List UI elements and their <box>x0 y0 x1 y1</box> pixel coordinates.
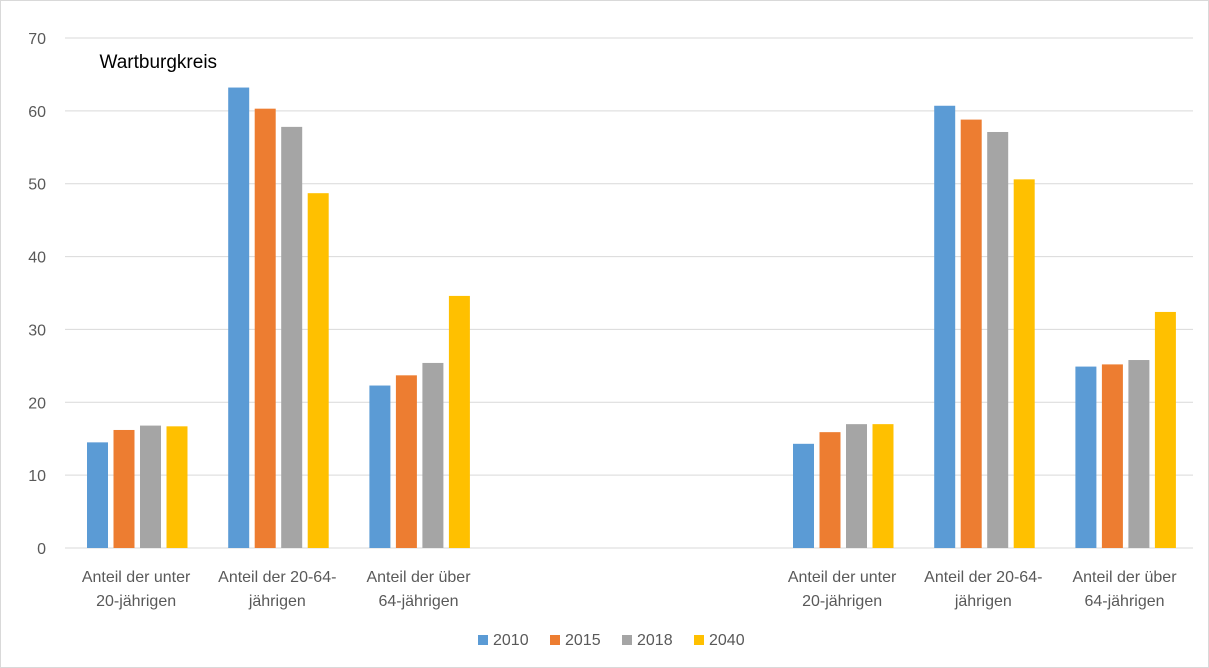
bar <box>395 375 417 548</box>
y-tick-label: 30 <box>28 322 46 339</box>
x-axis-labels: Anteil der unter 20-jährigen Anteil der 20… <box>82 569 1177 610</box>
legend-label: 2015 <box>565 632 601 649</box>
y-tick-label: 40 <box>28 250 46 267</box>
x-category-label: Anteil der 20-64- <box>218 569 336 586</box>
x-category-label: 64-jährigen <box>378 593 458 610</box>
region-labels: WartburgkreisEisenach <box>100 52 218 73</box>
bar <box>987 131 1009 548</box>
x-category-label: 64-jährigen <box>1084 593 1164 610</box>
legend: 2010 2015 2018 2040 <box>478 632 745 649</box>
legend-label: 2010 <box>493 632 529 649</box>
y-tick-label: 60 <box>28 104 46 121</box>
legend-label: 2040 <box>709 632 745 649</box>
bar <box>960 119 982 548</box>
region-label: Wartburgkreis <box>100 52 218 73</box>
x-category-label: Anteil der unter <box>788 569 897 586</box>
x-category-label: 20-jährigen <box>802 593 882 610</box>
y-tick-label: 10 <box>28 468 46 485</box>
bar <box>1075 366 1097 548</box>
x-category-label: jährigen <box>248 593 306 610</box>
y-tick-label: 20 <box>28 395 46 412</box>
bar <box>140 425 161 548</box>
bar <box>872 424 894 548</box>
bar <box>846 424 867 548</box>
bar <box>448 295 470 548</box>
y-tick-label: 50 <box>28 177 46 194</box>
bar <box>254 108 276 549</box>
bar <box>87 442 108 548</box>
bar <box>307 193 329 548</box>
legend-swatch <box>478 635 488 645</box>
bar <box>228 87 250 549</box>
x-category-label: Anteil der über <box>366 569 471 586</box>
x-category-label: Anteil der 20-64- <box>924 569 1042 586</box>
bar <box>934 105 956 548</box>
bar <box>113 429 135 548</box>
bar <box>1013 179 1035 549</box>
bar <box>422 362 444 548</box>
bar <box>1154 311 1176 548</box>
bar <box>793 443 814 548</box>
legend-swatch <box>694 635 704 645</box>
bar <box>281 126 303 548</box>
legend-label: 2018 <box>637 632 673 649</box>
y-tick-label: 0 <box>37 541 46 558</box>
legend-swatch <box>550 635 560 645</box>
bar <box>369 385 391 548</box>
bar <box>819 432 841 548</box>
x-category-label: jährigen <box>954 593 1012 610</box>
bar <box>166 426 188 548</box>
bar <box>1101 364 1123 548</box>
x-category-label: 20-jährigen <box>96 593 176 610</box>
x-category-label: Anteil der über <box>1072 569 1177 586</box>
x-category-label: Anteil der unter <box>82 569 191 586</box>
bars <box>87 87 1176 549</box>
legend-swatch <box>622 635 632 645</box>
y-tick-label: 70 <box>28 31 46 48</box>
y-axis: 0 10 20 30 40 50 60 70 <box>28 31 46 558</box>
bar <box>1128 360 1150 548</box>
